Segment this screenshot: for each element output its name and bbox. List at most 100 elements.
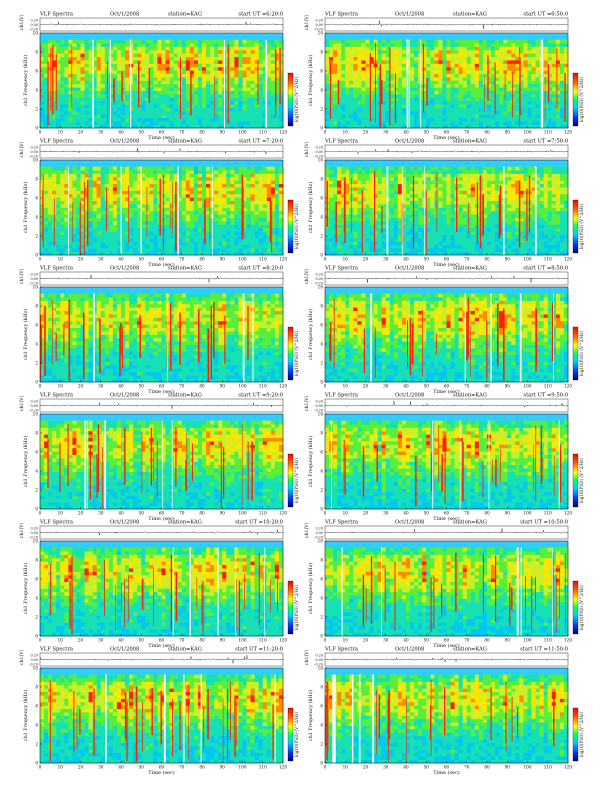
spectrogram-cell (398, 97, 402, 101)
spectrogram-cell (141, 87, 145, 91)
spectrogram-cell (475, 50, 479, 54)
spectrogram-cell (109, 211, 113, 215)
spectrogram-cell (471, 252, 475, 256)
spectrogram-cell (275, 118, 279, 122)
spectrogram-cell (442, 60, 446, 64)
spectrogram-cell (109, 187, 113, 191)
spectrogram-cell (109, 47, 113, 51)
spectrogram-cell (170, 231, 174, 235)
spectrogram-cell (64, 81, 68, 85)
spectrogram-cell (438, 50, 442, 54)
spectrogram-cell (206, 125, 210, 129)
spectrogram-cell (528, 252, 532, 256)
spectrogram-cell (166, 40, 170, 44)
spectrogram-cell (426, 60, 430, 64)
spectrogram-cell (48, 224, 52, 228)
spectrogram-cell (166, 191, 170, 195)
spectrogram-cell (247, 201, 251, 205)
spectrogram-cell (523, 67, 527, 71)
spectrogram-cell (247, 111, 251, 115)
spectrogram-cell (214, 50, 218, 54)
spectrogram-cell (182, 187, 186, 191)
spectrogram-cell (89, 94, 93, 98)
spectrogram-cell (523, 40, 527, 44)
spectrogram-cell (162, 70, 166, 74)
spectrogram-cell (426, 53, 430, 57)
spectrogram-cell (341, 87, 345, 91)
spectrogram-cell (243, 245, 247, 249)
spectrogram-cell (515, 94, 519, 98)
spectrogram-cell (247, 238, 251, 242)
spectrogram-cell (218, 180, 222, 184)
spectrogram-cell (89, 114, 93, 118)
spectrogram-cell (198, 121, 202, 125)
spectrogram-cell (442, 121, 446, 125)
spectrogram-cell (133, 252, 137, 256)
spectrogram-cell (370, 43, 374, 47)
spectrogram-cell (230, 177, 234, 181)
spectrogram-cell (64, 235, 68, 239)
spectrogram-cell (251, 70, 255, 74)
spectrogram-cell (503, 50, 507, 54)
spectrogram-cell (56, 77, 60, 81)
spectrogram-cell (113, 238, 117, 242)
spectrogram-cell (141, 81, 145, 85)
spectrogram-cell (507, 77, 511, 81)
spectrogram-cell (166, 43, 170, 47)
spectrogram-cell (459, 97, 463, 101)
spectrogram-cell (230, 208, 234, 212)
spectrogram-cell (64, 97, 68, 101)
spectrogram-cell (64, 180, 68, 184)
spectrogram-cell (238, 167, 242, 171)
wave-ylabel: ch1(V) (18, 141, 25, 157)
spectrogram-cell (544, 121, 548, 125)
spectrogram-cell (247, 81, 251, 85)
time-tick-label: 90 (505, 130, 511, 135)
spectrogram-cell (218, 104, 222, 108)
spectrogram-cell (182, 177, 186, 181)
spectrogram-cell (166, 114, 170, 118)
spectrogram-cell (438, 70, 442, 74)
spectrogram-cell (479, 57, 483, 61)
spectrogram-cell (153, 74, 157, 78)
spectrogram-cell (279, 245, 283, 249)
spectrogram-cell (105, 114, 109, 118)
spectrogram-cell (552, 97, 556, 101)
spectrogram-cell (511, 125, 515, 129)
spectrogram-cell (540, 91, 544, 95)
spectrogram-cell (170, 238, 174, 242)
spectrogram-cell (325, 108, 329, 112)
spectrogram-cell (528, 114, 532, 118)
spectrogram-cell (353, 64, 357, 68)
spectrogram-cell (247, 57, 251, 61)
spectrogram-cell (214, 214, 218, 218)
spectrogram-cell (222, 231, 226, 235)
spectrogram-cell (206, 104, 210, 108)
spectrogram-cell (463, 101, 467, 105)
spectrogram-cell (479, 50, 483, 54)
spectrogram-cell (56, 191, 60, 195)
spectrogram-cell (170, 53, 174, 57)
spectrogram-cell (113, 235, 117, 239)
spectrogram-cell (105, 94, 109, 98)
spectrogram-cell (166, 170, 170, 174)
spectrogram-cell (259, 53, 263, 57)
spectrogram-cell (145, 170, 149, 174)
spectrogram-cell (109, 218, 113, 222)
spectrogram-cell (186, 231, 190, 235)
spectrogram-cell (247, 121, 251, 125)
spectrogram-cell (422, 118, 426, 122)
spectrogram-cell (89, 40, 93, 44)
spectrogram-cell (129, 184, 133, 188)
spectrogram-cell (60, 228, 64, 232)
spectrogram-cell (455, 64, 459, 68)
spectrogram-cell (145, 214, 149, 218)
spectrogram-cell (275, 184, 279, 188)
spectrogram-cell (182, 53, 186, 57)
spectrogram-cell (162, 53, 166, 57)
spectrogram-cell (349, 118, 353, 122)
spectrogram-cell (255, 187, 259, 191)
spectrogram-cell (117, 60, 121, 64)
time-tick-label: 90 (220, 130, 226, 135)
spectrogram-cell (117, 64, 121, 68)
